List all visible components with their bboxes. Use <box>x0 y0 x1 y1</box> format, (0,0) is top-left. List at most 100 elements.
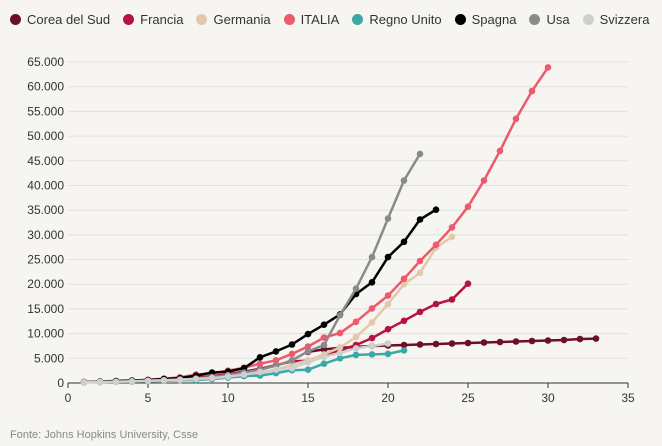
data-point-svizzera[interactable] <box>336 349 344 357</box>
legend-item-corea-del-sud[interactable]: Corea del Sud <box>10 12 110 27</box>
data-point-spagna[interactable] <box>288 341 296 348</box>
data-point-spagna[interactable] <box>272 348 280 355</box>
data-point-corea-del-sud[interactable] <box>464 339 472 347</box>
data-point-spagna[interactable] <box>256 354 264 361</box>
legend-item-regno-unito[interactable]: Regno Unito <box>352 12 442 27</box>
legend-item-germania[interactable]: Germania <box>196 12 271 27</box>
data-point-svizzera[interactable] <box>224 373 232 380</box>
data-point-spagna[interactable] <box>320 321 328 329</box>
data-point-svizzera[interactable] <box>112 378 120 386</box>
data-point-germania[interactable] <box>384 300 392 308</box>
legend-item-francia[interactable]: Francia <box>123 12 183 27</box>
data-point-usa[interactable] <box>336 312 344 319</box>
data-point-svizzera[interactable] <box>288 364 296 372</box>
data-point-spagna[interactable] <box>304 330 312 338</box>
data-point-francia[interactable] <box>464 280 472 288</box>
data-point-corea-del-sud[interactable] <box>528 337 536 345</box>
data-point-usa[interactable] <box>288 357 296 364</box>
legend-item-spagna[interactable]: Spagna <box>454 12 516 27</box>
data-point-italia[interactable] <box>464 203 472 210</box>
data-point-corea-del-sud[interactable] <box>496 338 504 346</box>
data-point-italia[interactable] <box>448 224 456 231</box>
data-point-germania[interactable] <box>368 319 376 326</box>
data-point-italia[interactable] <box>336 329 344 337</box>
data-point-francia[interactable] <box>416 308 424 316</box>
data-point-svizzera[interactable] <box>80 379 88 386</box>
data-point-italia[interactable] <box>480 177 488 184</box>
data-point-italia[interactable] <box>496 147 504 155</box>
data-point-usa[interactable] <box>368 253 376 261</box>
data-point-germania[interactable] <box>352 333 360 341</box>
data-point-regno-unito[interactable] <box>368 351 376 358</box>
data-point-italia[interactable] <box>256 360 264 368</box>
data-point-italia[interactable] <box>512 115 520 123</box>
data-point-svizzera[interactable] <box>320 353 328 361</box>
data-point-germania[interactable] <box>336 344 344 351</box>
data-point-usa[interactable] <box>416 150 424 158</box>
data-point-francia[interactable] <box>448 296 456 303</box>
data-point-italia[interactable] <box>272 357 280 364</box>
data-point-francia[interactable] <box>400 317 408 325</box>
data-point-svizzera[interactable] <box>272 366 280 374</box>
data-point-corea-del-sud[interactable] <box>544 337 552 344</box>
data-point-svizzera[interactable] <box>176 376 184 384</box>
legend-item-usa[interactable]: Usa <box>529 12 570 27</box>
legend-item-svizzera[interactable]: Svizzera <box>582 12 649 27</box>
data-point-francia[interactable] <box>368 334 376 342</box>
data-point-svizzera[interactable] <box>368 342 376 350</box>
data-point-usa[interactable] <box>400 177 408 184</box>
data-point-regno-unito[interactable] <box>384 350 392 358</box>
data-point-svizzera[interactable] <box>160 377 168 384</box>
data-point-svizzera[interactable] <box>96 378 104 386</box>
data-point-italia[interactable] <box>368 305 376 312</box>
data-point-regno-unito[interactable] <box>336 355 344 362</box>
data-point-svizzera[interactable] <box>208 374 216 382</box>
data-point-corea-del-sud[interactable] <box>576 335 584 343</box>
data-point-italia[interactable] <box>528 87 536 95</box>
data-point-italia[interactable] <box>416 257 424 265</box>
data-point-germania[interactable] <box>416 269 424 277</box>
data-point-regno-unito[interactable] <box>304 366 312 374</box>
data-point-italia[interactable] <box>288 350 296 358</box>
data-point-francia[interactable] <box>432 300 440 308</box>
data-point-corea-del-sud[interactable] <box>432 340 440 348</box>
data-point-svizzera[interactable] <box>192 375 200 383</box>
data-point-germania[interactable] <box>448 233 456 241</box>
data-point-francia[interactable] <box>384 325 392 333</box>
data-point-corea-del-sud[interactable] <box>448 340 456 347</box>
data-point-spagna[interactable] <box>416 216 424 223</box>
data-point-regno-unito[interactable] <box>400 347 408 354</box>
data-point-corea-del-sud[interactable] <box>512 338 520 345</box>
data-point-usa[interactable] <box>384 215 392 222</box>
data-point-svizzera[interactable] <box>352 345 360 352</box>
data-point-regno-unito[interactable] <box>352 351 360 359</box>
data-point-italia[interactable] <box>320 334 328 341</box>
data-point-svizzera[interactable] <box>144 377 152 385</box>
data-point-italia[interactable] <box>384 292 392 299</box>
data-point-usa[interactable] <box>352 285 360 293</box>
data-point-italia[interactable] <box>544 64 552 71</box>
data-point-usa[interactable] <box>304 348 312 355</box>
data-point-spagna[interactable] <box>384 253 392 261</box>
data-point-svizzera[interactable] <box>256 368 264 376</box>
data-point-corea-del-sud[interactable] <box>480 339 488 346</box>
data-point-corea-del-sud[interactable] <box>592 335 600 342</box>
data-point-spagna[interactable] <box>432 206 440 213</box>
data-point-italia[interactable] <box>352 318 360 326</box>
data-point-svizzera[interactable] <box>240 371 248 378</box>
data-point-svizzera[interactable] <box>304 359 312 366</box>
data-point-spagna[interactable] <box>400 238 408 246</box>
data-point-svizzera[interactable] <box>384 340 392 347</box>
data-point-corea-del-sud[interactable] <box>560 336 568 344</box>
data-point-usa[interactable] <box>320 341 328 349</box>
data-point-germania[interactable] <box>400 280 408 288</box>
data-point-italia[interactable] <box>432 241 440 249</box>
data-point-italia[interactable] <box>304 343 312 350</box>
data-point-corea-del-sud[interactable] <box>400 341 408 349</box>
data-point-italia[interactable] <box>400 275 408 283</box>
data-point-corea-del-sud[interactable] <box>416 341 424 348</box>
legend-item-italia[interactable]: ITALIA <box>283 12 339 27</box>
data-point-regno-unito[interactable] <box>320 360 328 368</box>
data-point-svizzera[interactable] <box>128 378 136 385</box>
data-point-spagna[interactable] <box>368 279 376 286</box>
